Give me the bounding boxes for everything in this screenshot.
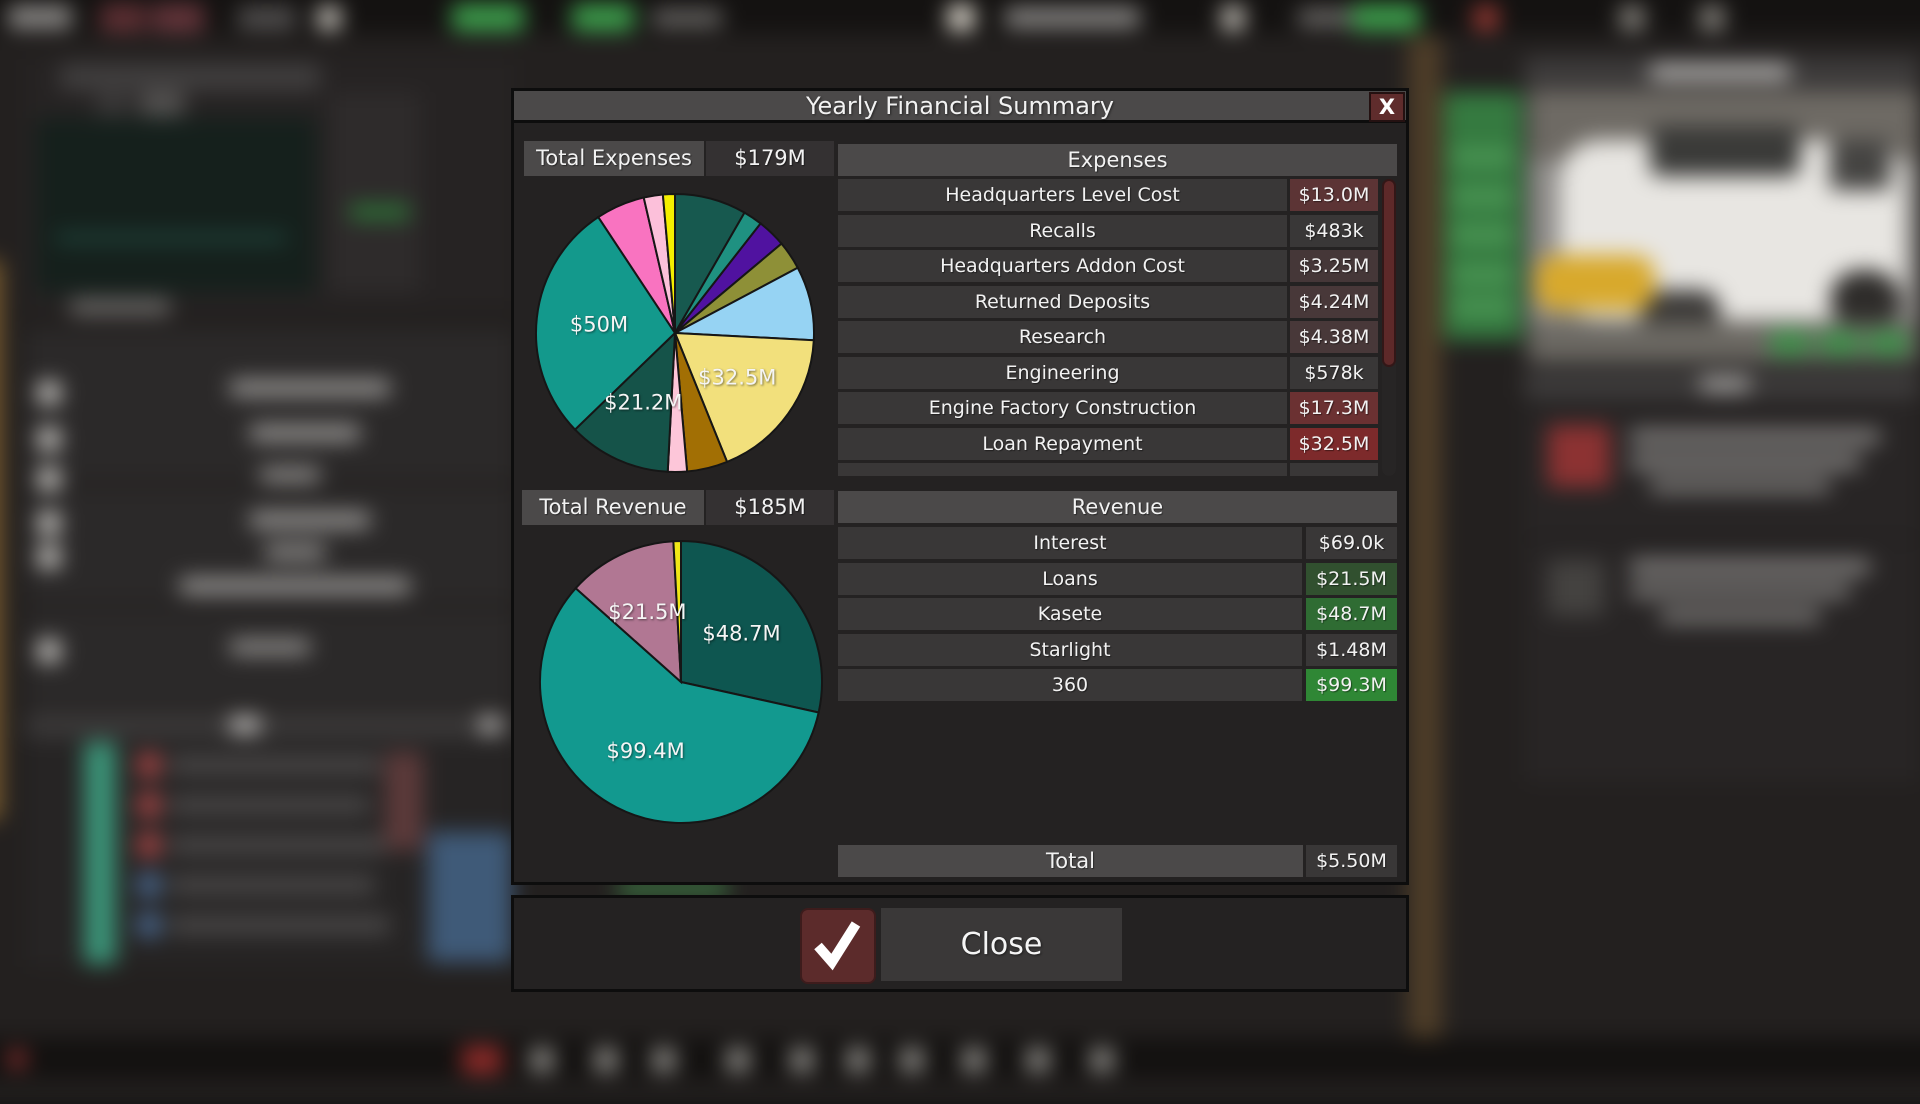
confirm-check-button[interactable] xyxy=(800,908,876,984)
pie-slice-label: $32.5M xyxy=(698,365,776,389)
table-row-partial xyxy=(1290,463,1378,476)
table-row-label[interactable]: Headquarters Addon Cost xyxy=(838,250,1287,282)
table-row-label[interactable]: Headquarters Level Cost xyxy=(838,179,1287,211)
pie-slice-label: $48.7M xyxy=(702,621,780,645)
table-row-value: $3.25M xyxy=(1290,250,1378,282)
table-row-value: $4.24M xyxy=(1290,285,1378,318)
close-button[interactable]: Close xyxy=(881,908,1122,981)
table-row-label[interactable]: Recalls xyxy=(838,214,1287,247)
table-row-value: $4.38M xyxy=(1290,321,1378,353)
pie-slice xyxy=(573,330,677,473)
table-row-label[interactable]: Loans xyxy=(838,562,1302,595)
total-row-label: Total xyxy=(838,845,1303,877)
dialog-bottom-bar: Close xyxy=(511,895,1409,992)
table-row-value: $21.5M xyxy=(1306,562,1397,595)
pie-slice-label: $21.2M xyxy=(604,391,682,415)
pie-slice-label: $50M xyxy=(570,313,628,337)
pie-slice xyxy=(574,540,683,685)
table-row-value: $48.7M xyxy=(1306,598,1397,630)
table-row-value: $578k xyxy=(1290,356,1378,389)
table-row-value: $17.3M xyxy=(1290,392,1378,424)
dialog-title-bar: Yearly Financial Summary xyxy=(514,91,1406,123)
table-row-value: $99.3M xyxy=(1306,669,1397,701)
pie-slice-label: $99.4M xyxy=(607,739,685,763)
pie-slice xyxy=(535,215,677,431)
table-row-label[interactable]: 360 xyxy=(838,669,1302,701)
table-row-label[interactable]: Engineering xyxy=(838,356,1287,389)
total-row-value: $5.50M xyxy=(1306,845,1397,877)
revenue-rows: Interest $69.0k Loans $21.5M Kasete $48.7M Sta… xyxy=(838,527,1397,792)
table-row-value: $32.5M xyxy=(1290,427,1378,460)
total-expenses-value: $179M xyxy=(706,141,834,176)
table-row-label[interactable]: Engine Factory Construction xyxy=(838,392,1287,424)
pie-slice-label: $21.5M xyxy=(608,600,686,624)
pie-slice xyxy=(672,539,682,683)
total-revenue-value: $185M xyxy=(706,490,834,525)
expenses-scrollbar[interactable] xyxy=(1382,179,1396,476)
table-row-label[interactable]: Interest xyxy=(838,527,1302,559)
expenses-table-header: Expenses xyxy=(838,144,1397,176)
table-row-value: $483k xyxy=(1290,214,1378,247)
pie-slice xyxy=(680,539,823,714)
expenses-rows: Headquarters Level Cost $13.0M Recalls $483… xyxy=(838,179,1397,476)
table-row-value: $69.0k xyxy=(1306,527,1397,559)
pie-slice xyxy=(539,586,820,824)
pie-slice xyxy=(673,331,815,464)
table-row-label[interactable]: Starlight xyxy=(838,633,1302,666)
table-row-label[interactable]: Loan Repayment xyxy=(838,427,1287,460)
total-revenue-label: Total Revenue xyxy=(522,490,704,525)
pie-slice xyxy=(661,192,676,334)
checkmark-icon xyxy=(814,921,861,971)
table-row-label[interactable]: Kasete xyxy=(838,598,1302,630)
close-x-button[interactable]: X xyxy=(1369,92,1405,122)
revenue-table-header: Revenue xyxy=(838,491,1397,523)
table-row-partial xyxy=(838,463,1287,476)
revenue-pie-chart: $48.7M $99.4M $21.5M xyxy=(539,539,823,824)
dialog-title: Yearly Financial Summary xyxy=(805,92,1114,120)
table-row-label[interactable]: Research xyxy=(838,321,1287,353)
total-expenses-label: Total Expenses xyxy=(524,141,704,176)
table-row-label[interactable]: Returned Deposits xyxy=(838,285,1287,318)
table-row-value: $13.0M xyxy=(1290,179,1378,211)
expenses-scrollbar-thumb[interactable] xyxy=(1382,179,1396,367)
table-row-value: $1.48M xyxy=(1306,633,1397,666)
expenses-pie-chart: $32.5M $21.2M $50M xyxy=(535,192,815,473)
yearly-financial-summary-dialog: Yearly Financial Summary X Total Expense… xyxy=(511,88,1409,885)
